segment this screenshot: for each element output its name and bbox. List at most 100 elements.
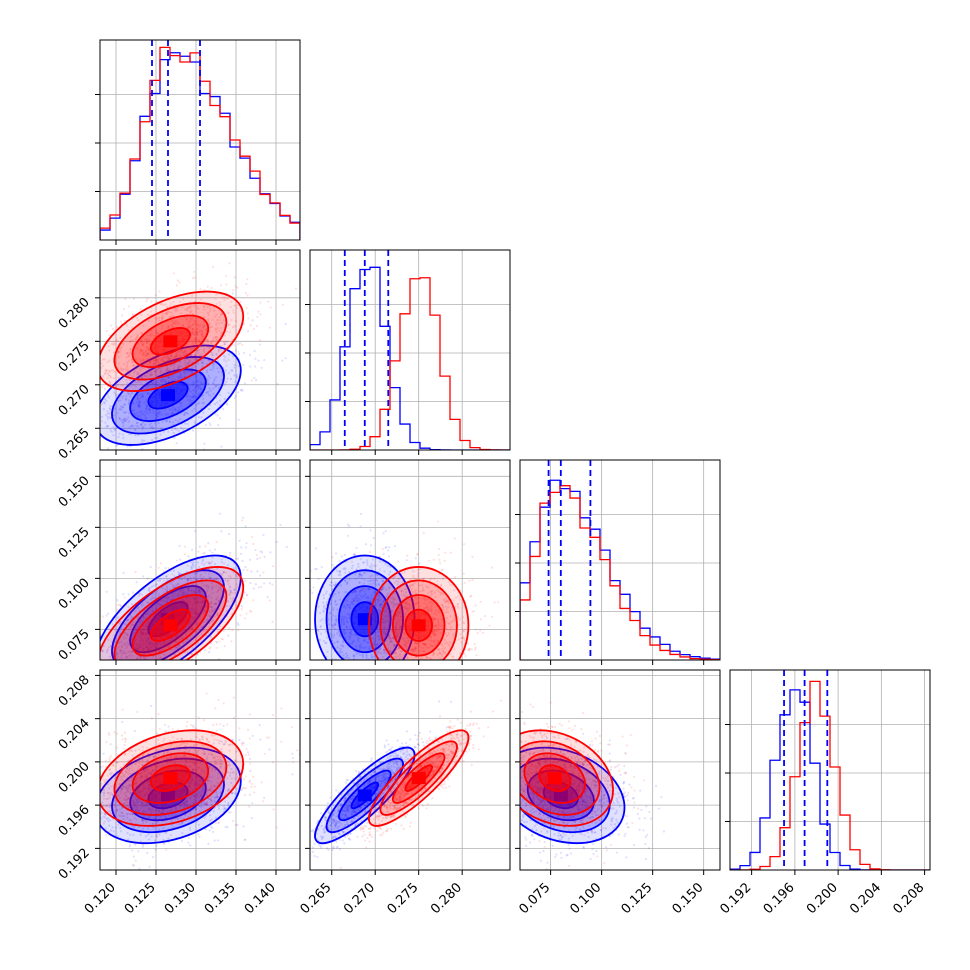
scatter-point — [318, 638, 322, 641]
scatter-point — [355, 634, 359, 637]
scatter-point — [178, 281, 181, 284]
scatter-point — [108, 349, 111, 352]
scatter-point — [366, 641, 369, 644]
scatter-point — [252, 327, 256, 331]
scatter-point — [368, 711, 370, 713]
scatter-point — [53, 655, 55, 657]
scatter-point — [345, 599, 348, 602]
scatter-point — [336, 640, 339, 643]
scatter-point — [127, 401, 130, 405]
scatter-point — [361, 561, 365, 564]
scatter-point — [191, 596, 194, 599]
scatter-point — [348, 632, 351, 635]
scatter-point — [167, 325, 170, 328]
scatter-point — [208, 576, 211, 579]
scatter-point — [197, 401, 201, 404]
scatter-point — [351, 591, 354, 594]
scatter-point — [197, 387, 200, 390]
scatter-point — [109, 408, 112, 411]
scatter-point — [140, 341, 143, 344]
scatter-point — [140, 632, 143, 635]
scatter-point — [333, 623, 337, 627]
scatter-point — [143, 410, 146, 414]
scatter-point — [102, 644, 105, 648]
scatter-point — [441, 578, 444, 581]
scatter-point — [125, 410, 128, 414]
scatter-point — [395, 699, 397, 701]
scatter-point — [196, 666, 198, 668]
scatter-point — [365, 559, 369, 562]
scatter-point — [125, 378, 128, 382]
scatter-point — [250, 570, 253, 573]
scatter-point — [84, 669, 86, 671]
scatter-point — [154, 359, 157, 362]
scatter-point — [471, 555, 474, 558]
scatter-point — [376, 643, 379, 646]
scatter-point — [229, 589, 232, 592]
scatter-point — [145, 639, 149, 642]
scatter-point — [191, 330, 194, 334]
scatter-point — [434, 638, 437, 642]
scatter-point — [229, 590, 232, 594]
scatter-point — [171, 411, 174, 415]
scatter-point — [147, 646, 150, 649]
scatter-point — [96, 381, 98, 383]
scatter-point — [357, 637, 360, 640]
scatter-point — [415, 685, 417, 687]
scatter-point — [177, 420, 180, 423]
scatter-point — [93, 684, 95, 686]
scatter-point — [146, 638, 149, 641]
scatter-point — [384, 632, 387, 636]
scatter-point — [354, 573, 357, 576]
scatter-point — [139, 455, 141, 457]
scatter-point — [205, 585, 208, 588]
scatter-point — [165, 600, 168, 603]
scatter-point — [117, 350, 120, 354]
scatter-point — [239, 342, 242, 345]
scatter-point — [362, 646, 365, 650]
scatter-point — [387, 549, 390, 552]
scatter-point — [172, 300, 175, 303]
scatter-point — [192, 590, 196, 593]
scatter-point — [174, 640, 178, 643]
scatter-point — [429, 635, 432, 638]
scatter-point — [136, 421, 139, 425]
scatter-point — [133, 679, 135, 681]
scatter-point — [196, 327, 199, 331]
scatter-point — [139, 414, 142, 418]
scatter-point — [103, 402, 106, 405]
scatter-point — [119, 405, 123, 408]
scatter-point — [404, 606, 407, 609]
scatter-point — [123, 417, 126, 421]
scatter-point — [141, 647, 144, 650]
scatter-point — [193, 338, 197, 341]
scatter-point — [177, 365, 180, 368]
scatter-point — [128, 433, 131, 436]
scatter-point — [132, 383, 136, 386]
scatter-point — [156, 603, 159, 606]
scatter-point — [329, 602, 332, 606]
scatter-point — [202, 584, 205, 588]
scatter-point — [131, 360, 135, 363]
scatter-point — [342, 567, 345, 571]
scatter-point — [398, 652, 402, 655]
scatter-point — [209, 687, 211, 689]
scatter-point — [196, 328, 199, 331]
scatter-point — [190, 332, 194, 335]
scatter-point — [389, 597, 393, 600]
scatter-point — [387, 617, 391, 620]
scatter-point — [132, 620, 135, 624]
scatter-point — [240, 519, 244, 522]
scatter-point — [396, 610, 400, 613]
scatter-point — [344, 571, 347, 574]
scatter-point — [233, 397, 236, 400]
scatter-point — [348, 616, 351, 619]
scatter-point — [65, 379, 67, 381]
scatter-point — [217, 599, 220, 602]
scatter-point — [195, 380, 198, 383]
scatter-point — [102, 401, 106, 404]
scatter-point — [314, 547, 317, 550]
scatter-point — [440, 642, 443, 645]
scatter-point — [236, 575, 239, 578]
scatter-point — [205, 619, 208, 622]
